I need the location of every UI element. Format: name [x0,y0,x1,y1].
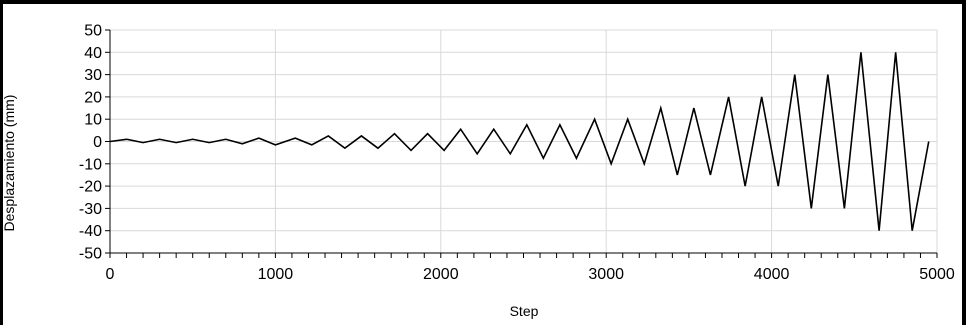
y-tick-label: -40 [79,223,102,240]
y-tick-label: -50 [79,246,102,263]
x-axis-title: Step [510,303,539,319]
grid-lines [110,29,938,254]
series-layer [109,52,930,231]
y-tick-label: 50 [84,23,102,40]
x-tick-label: 5000 [919,266,955,283]
y-tick-label: -30 [79,201,102,218]
x-tick-label: 1000 [258,266,294,283]
y-tick-label: -10 [79,156,102,173]
y-tick-label: 20 [84,89,102,106]
x-tick-label: 4000 [754,266,790,283]
y-tick-label: 30 [84,67,102,84]
y-tick-label: 40 [84,45,102,62]
tick-marks [105,29,938,258]
series-line [109,52,930,231]
y-tick-label: -20 [79,179,102,196]
y-tick-label: 0 [93,134,102,151]
y-tick-label: 10 [84,112,102,129]
x-tick-label: 0 [106,266,115,283]
x-tick-label: 3000 [588,266,624,283]
y-axis-title: Desplazamiento (mm) [1,95,17,232]
x-tick-label: 2000 [423,266,459,283]
